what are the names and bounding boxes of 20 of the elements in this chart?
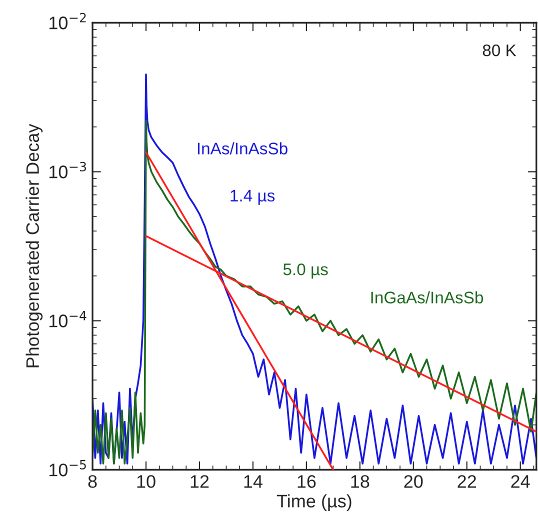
x-tick-label: 8 [88, 475, 97, 488]
series-label: InAs/InAsSb [198, 142, 288, 154]
y-axis-title: Photogenerated Carrier Decay [26, 124, 43, 368]
x-tick-label: 14 [244, 475, 262, 488]
x-tick-label: 12 [190, 475, 209, 488]
y-tick-label: 10$^{−2}$ [50, 12, 86, 30]
x-tick-label: 20 [404, 475, 423, 488]
annotation: 5.0 µs [283, 264, 328, 279]
y-tick-label: 10$^{−4}$ [50, 311, 86, 328]
y-tick-label: 10$^{−5}$ [50, 460, 86, 476]
series-label: InGaAs/InAsSb [371, 291, 484, 304]
annotation: 1.4 µs [230, 190, 275, 205]
x-tick-label: 18 [351, 475, 370, 488]
x-tick-label: 22 [458, 475, 476, 488]
annotation: 80 K [482, 44, 516, 56]
x-tick-label: 24 [511, 475, 530, 488]
y-tick-label: 10$^{−3}$ [50, 162, 86, 178]
x-tick-label: 16 [298, 475, 316, 488]
x-axis-title: Time (µs) [276, 494, 352, 512]
x-tick-label: 10 [137, 475, 156, 488]
